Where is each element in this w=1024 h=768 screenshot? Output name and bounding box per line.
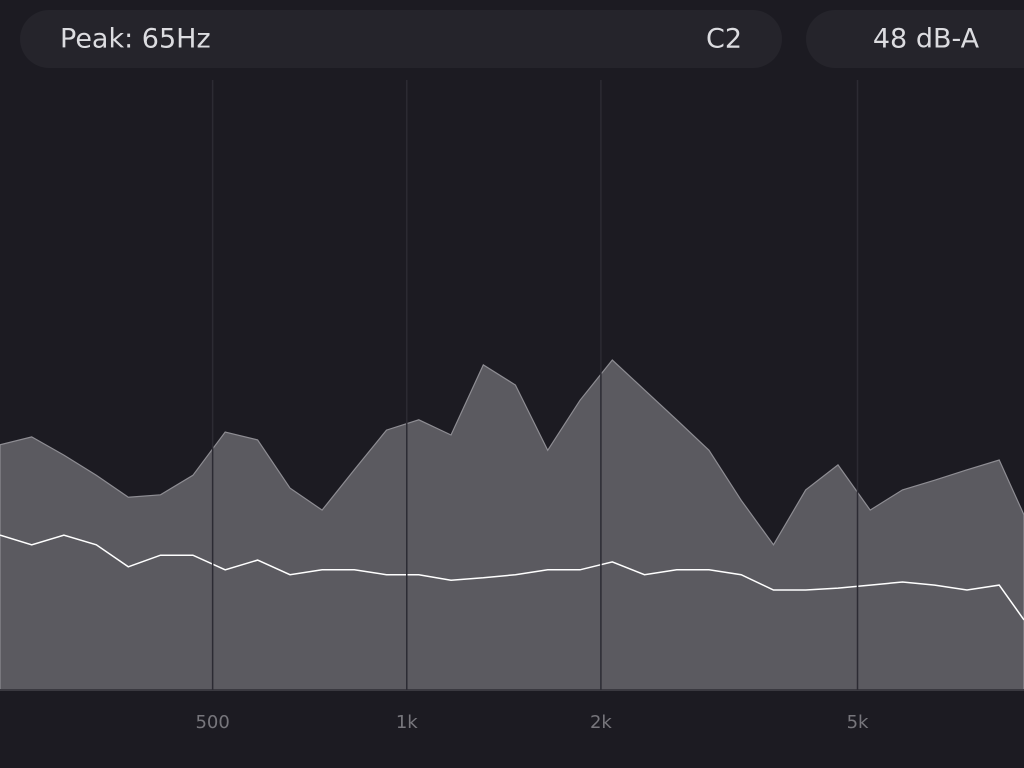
x-tick-label: 1k [396, 712, 418, 733]
level-label: 48 dB-A [873, 24, 980, 55]
spectrum-area [0, 359, 1024, 691]
level-pill[interactable] [806, 10, 1024, 68]
average-line [0, 534, 1024, 621]
peak-pill[interactable] [20, 10, 782, 68]
peak-label: Peak: 65Hz [60, 24, 211, 55]
x-tick-label: 500 [195, 712, 229, 733]
x-tick-label: 5k [847, 712, 869, 733]
note-label: C2 [706, 24, 742, 55]
x-tick-label: 2k [590, 712, 612, 733]
